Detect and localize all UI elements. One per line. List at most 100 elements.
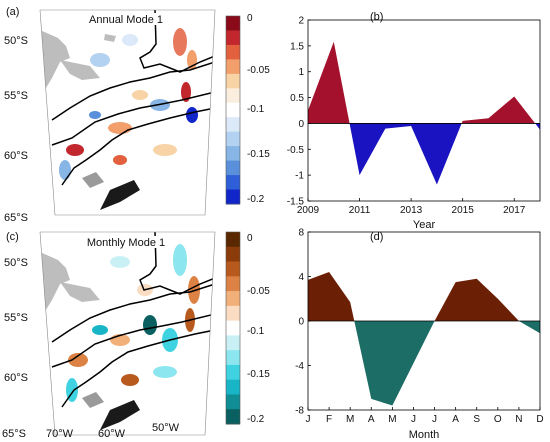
y-tick-label: 0 [298, 119, 304, 130]
anomaly-patch [108, 122, 132, 134]
falkland-land [104, 34, 116, 42]
colorbar-top-tick: -0.15 [247, 149, 270, 160]
map-a-title-bg [90, 13, 162, 25]
positive-area [308, 272, 540, 321]
colorbar-bottom-tick: -0.05 [247, 286, 270, 297]
y-tick-label: 1.5 [290, 41, 304, 52]
y-tick-label: -8 [295, 406, 304, 417]
anomaly-patch [186, 107, 198, 123]
x-tick-label: N [515, 414, 522, 425]
x-tick-label: 2011 [349, 205, 371, 216]
colorbar-swatch [226, 59, 240, 75]
y-tick-label: -1.5 [287, 197, 305, 208]
map-c-lat-label: 50°S [4, 257, 28, 269]
front-line [51, 61, 215, 121]
y-tick-label: 1 [298, 67, 304, 78]
anomaly-patch [89, 111, 101, 119]
x-tick-label: J [432, 414, 437, 425]
x-tick-label: 2015 [452, 205, 475, 216]
panel-d-label: (d) [370, 231, 383, 243]
panel-d-plot [307, 231, 541, 411]
colorbar-swatch [226, 88, 240, 104]
colorbar-swatch [226, 335, 240, 351]
colorbar-border [225, 231, 241, 425]
x-tick-label: J [411, 414, 416, 425]
map-c-field [40, 232, 215, 430]
anomaly-patch [132, 90, 148, 100]
map-a-lat-label: 50°S [4, 35, 28, 47]
colorbar-bottom-tick: -0.2 [247, 414, 265, 425]
colorbar-swatch [226, 276, 240, 292]
shetland-land [82, 392, 104, 408]
map-c-title-bg [87, 236, 165, 248]
antarctic-peninsula-land [100, 400, 140, 430]
colorbar-bottom-tick: -0.15 [247, 369, 270, 380]
map-a-frame [40, 10, 215, 215]
y-tick-label: -4 [295, 361, 304, 372]
panel-a-map: (a) [4, 6, 270, 224]
colorbar-border [225, 15, 241, 205]
colorbar-bottom [225, 231, 241, 425]
colorbar-swatch [226, 291, 240, 307]
front-line [51, 91, 215, 146]
y-tick-label: 2 [298, 16, 304, 27]
x-tick-label: A [368, 414, 375, 425]
anomaly-patch [90, 53, 110, 67]
map-c-lon-label: 60°W [98, 428, 126, 440]
anomaly-patch [110, 256, 130, 268]
map-c-title: Monthly Mode 1 [87, 237, 165, 249]
shetland-land [82, 172, 104, 188]
colorbar-top-tick: -0.2 [247, 194, 265, 205]
colorbar-swatch [226, 409, 240, 425]
anomaly-patch [68, 353, 88, 367]
colorbar-swatch [226, 261, 240, 277]
map-c-lat-label: 60°S [4, 372, 28, 384]
x-tick-label: S [473, 414, 480, 425]
y-tick-label: 8 [298, 228, 304, 239]
panel-a-label: (a) [6, 6, 19, 18]
colorbar-swatch [226, 102, 240, 118]
anomaly-patch [173, 28, 187, 56]
positive-area [308, 41, 540, 124]
x-tick-label: F [326, 414, 332, 425]
map-a-title: Annual Mode 1 [89, 14, 163, 26]
colorbar-swatch [226, 320, 240, 336]
front-line [61, 329, 215, 408]
colorbar-swatch [226, 73, 240, 89]
colorbar-top-tick: -0.05 [247, 65, 270, 76]
front-line [139, 10, 215, 73]
panel-b-chart: (b) 2 1.5 1 0.5 0 -0.5 -1 -1.5 2009 2011 2013 2015… [287, 11, 541, 231]
anomaly-patch [173, 244, 187, 276]
front-line [61, 107, 215, 186]
panel-d-y-ticks: 8 4 0 -4 -8 [295, 228, 311, 417]
map-c-lat-label: 55°S [4, 312, 28, 324]
front-line [51, 313, 215, 368]
colorbar-swatch [226, 117, 240, 133]
x-tick-label: D [536, 414, 543, 425]
colorbar-swatch [226, 232, 240, 248]
anomaly-patch [153, 144, 177, 156]
map-c-lon-label: 50°W [152, 422, 180, 434]
colorbar-swatch [226, 364, 240, 381]
y-tick-label: 4 [298, 272, 304, 283]
panel-b-label: (b) [370, 11, 383, 23]
antarctic-peninsula-land [100, 180, 140, 210]
colorbar-swatch [226, 131, 240, 147]
x-tick-label: 2013 [400, 205, 423, 216]
anomaly-patch [113, 155, 127, 165]
map-c-border [39, 231, 216, 436]
map-a-lat-label: 65°S [4, 212, 28, 224]
y-tick-label: -1 [295, 171, 304, 182]
colorbar-swatch [226, 305, 240, 322]
map-c-lon-label: 70°W [46, 428, 74, 440]
anomaly-patch [66, 144, 84, 156]
x-tick-label: 2017 [503, 205, 526, 216]
plot-frame [307, 19, 541, 202]
panel-b-plot [307, 19, 541, 202]
y-tick-label: 0 [298, 317, 304, 328]
panel-b-x-ticks: 2009 2011 2013 2015 2017 [297, 198, 526, 216]
south-america-land [40, 30, 70, 90]
tierra-del-fuego-land [60, 282, 100, 302]
